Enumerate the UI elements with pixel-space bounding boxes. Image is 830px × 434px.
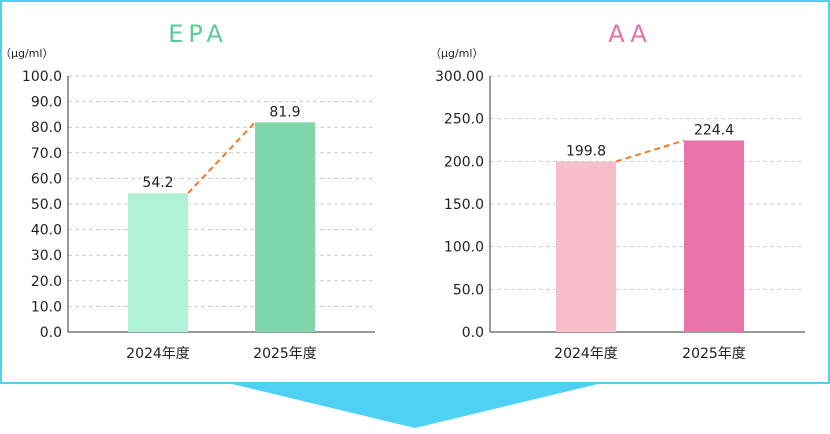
chart-title: AA xyxy=(608,20,652,48)
data-label: 54.2 xyxy=(142,175,173,191)
y-tick-label: 90.0 xyxy=(31,95,62,111)
chart-epa: EPA （μg/ml） 0.0 10.0 20.0 30.0 40.0 50.0 60.0 7… xyxy=(0,20,375,362)
y-tick-label: 250.0 xyxy=(444,112,484,128)
data-label: 81.9 xyxy=(269,104,300,120)
chart-aa: AA （μg/ml） 0.0 50.0 100.0 150.0 200.0 250.0 30… xyxy=(430,20,805,362)
y-tick-label: 200.0 xyxy=(444,154,484,170)
trend-connector xyxy=(615,139,685,163)
y-tick-label: 40.0 xyxy=(31,223,62,239)
y-tick-label: 0.0 xyxy=(40,325,62,341)
y-tick-label: 300.00 xyxy=(435,69,484,85)
y-tick-label: 20.0 xyxy=(31,274,62,290)
y-axis-unit: （μg/ml） xyxy=(0,47,53,60)
y-tick-label: 50.0 xyxy=(31,197,62,213)
down-arrow-icon xyxy=(232,384,598,428)
x-tick-label: 2025年度 xyxy=(682,346,746,362)
x-tick-label: 2025年度 xyxy=(253,346,317,362)
bar xyxy=(255,122,315,332)
y-tick-label: 30.0 xyxy=(31,248,62,264)
plot-area: 54.2 2024年度 81.9 2025年度 xyxy=(67,75,375,362)
y-tick-label: 10.0 xyxy=(31,299,62,315)
x-tick-label: 2024年度 xyxy=(126,346,190,362)
y-tick-label: 0.0 xyxy=(462,325,484,341)
y-tick-label: 70.0 xyxy=(31,146,62,162)
chart-title: EPA xyxy=(168,20,228,48)
y-tick-label: 60.0 xyxy=(31,171,62,187)
x-tick-label: 2024年度 xyxy=(554,346,618,362)
trend-connector xyxy=(187,121,256,194)
data-label: 199.8 xyxy=(566,144,606,160)
y-tick-label: 150.0 xyxy=(444,197,484,213)
y-tick-label: 50.0 xyxy=(453,282,484,298)
y-axis-unit: （μg/ml） xyxy=(430,47,483,60)
y-axis: 0.0 10.0 20.0 30.0 40.0 50.0 60.0 70.0 80.0 90.0 1… xyxy=(22,69,62,341)
bar xyxy=(128,193,188,332)
y-tick-label: 100.0 xyxy=(22,69,62,85)
bar xyxy=(684,140,744,332)
y-tick-label: 100.0 xyxy=(444,240,484,256)
y-tick-label: 80.0 xyxy=(31,120,62,136)
y-axis: 0.0 50.0 100.0 150.0 200.0 250.0 300.00 xyxy=(435,69,484,341)
plot-area: 199.8 2024年度 224.4 2025年度 xyxy=(489,75,805,362)
data-label: 224.4 xyxy=(694,123,734,139)
bar xyxy=(556,161,616,332)
